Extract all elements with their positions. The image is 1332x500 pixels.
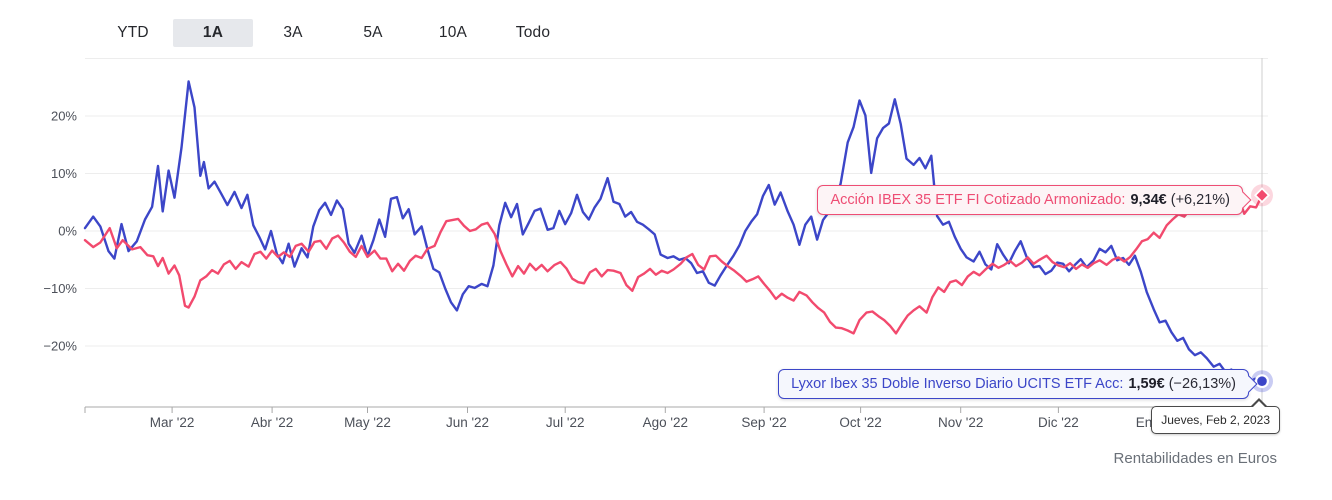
date-tooltip-text: Jueves, Feb 2, 2023 xyxy=(1161,413,1270,427)
period-tab-bar: YTD 1A 3A 5A 10A Todo xyxy=(93,19,573,47)
series-tooltip-lyxor-ibex: Lyxor Ibex 35 Doble Inverso Diario UCITS… xyxy=(778,369,1258,399)
x-axis-tick-label: Jul '22 xyxy=(546,415,585,430)
x-axis-tick-label: Mar '22 xyxy=(150,415,195,430)
x-axis-tick-label: Dic '22 xyxy=(1038,415,1079,430)
y-axis-tick-label: −10% xyxy=(43,281,77,296)
y-axis-tick-label: 10% xyxy=(51,166,77,181)
tooltip-pointer-icon xyxy=(1252,401,1266,408)
series-label-accion-ibex: Acción IBEX 35 ETF FI Cotizado Armonizad… xyxy=(830,192,1126,208)
tab-ytd[interactable]: YTD xyxy=(117,24,149,41)
series-change-accion-ibex: (+6,21%) xyxy=(1170,192,1230,208)
y-axis-tick-label: 0% xyxy=(58,224,77,239)
x-axis-tick-label: Sep '22 xyxy=(741,415,786,430)
series-value-lyxor-ibex: 1,59€ xyxy=(1128,376,1165,392)
tab-5a[interactable]: 5A xyxy=(363,24,383,41)
x-axis-tick-label: Ago '22 xyxy=(643,415,688,430)
marker-diamond-accion xyxy=(1256,189,1268,201)
tab-1a[interactable]: 1A xyxy=(173,19,253,47)
marker-dot-lyxor xyxy=(1257,376,1267,387)
y-axis-tick-label: 20% xyxy=(51,109,77,124)
series-line-lyxor xyxy=(83,80,1264,384)
x-axis-tick-label: Nov '22 xyxy=(938,415,983,430)
series-label-lyxor-ibex: Lyxor Ibex 35 Doble Inverso Diario UCITS… xyxy=(791,376,1124,392)
date-tooltip: Jueves, Feb 2, 2023 xyxy=(1151,398,1280,434)
x-axis-tick-label: Oct '22 xyxy=(839,415,881,430)
x-axis-tick-label: Abr '22 xyxy=(251,415,293,430)
x-axis-tick-label: May '22 xyxy=(344,415,391,430)
series-line-accion xyxy=(83,194,1264,335)
series-change-lyxor-ibex: (−26,13%) xyxy=(1168,376,1236,392)
y-axis-tick-label: −20% xyxy=(43,339,77,354)
series-value-accion-ibex: 9,34€ xyxy=(1130,192,1167,208)
tab-todo[interactable]: Todo xyxy=(515,24,551,41)
tab-3a[interactable]: 3A xyxy=(283,24,303,41)
x-axis-tick-label: Jun '22 xyxy=(446,415,489,430)
tab-10a[interactable]: 10A xyxy=(438,24,468,41)
footnote-currency: Rentabilidades en Euros xyxy=(1113,450,1277,467)
series-tooltip-accion-ibex: Acción IBEX 35 ETF FI Cotizado Armonizad… xyxy=(817,185,1252,215)
